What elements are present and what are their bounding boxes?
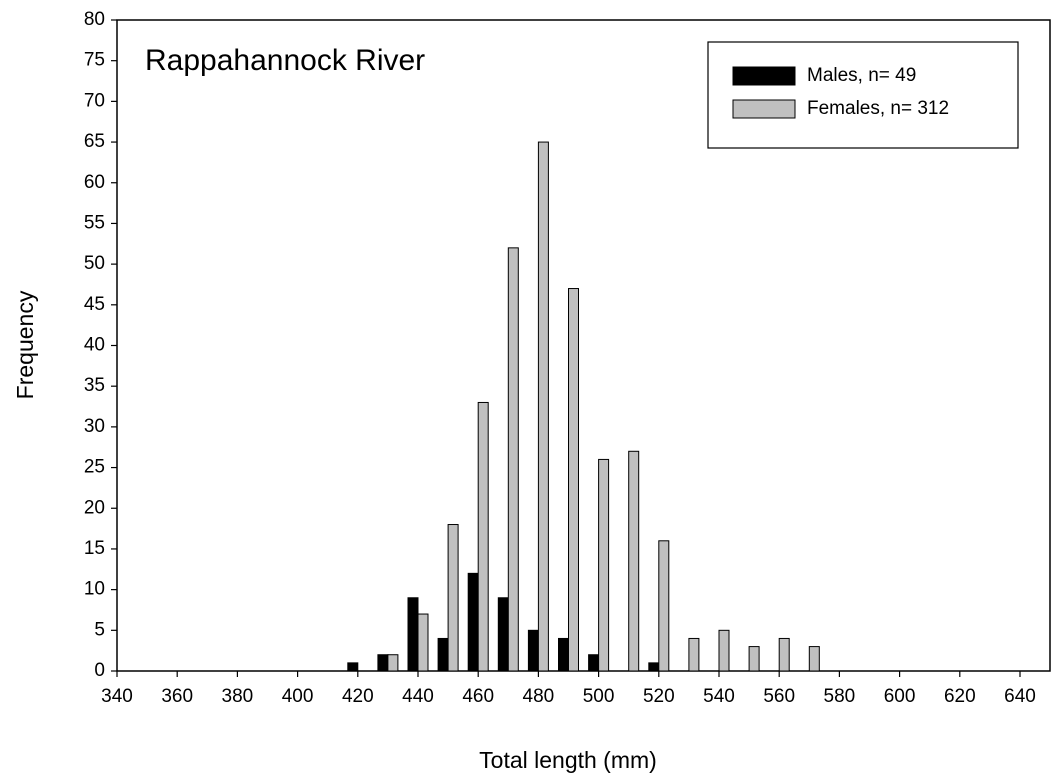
y-tick-label: 0 — [94, 660, 105, 681]
x-tick-label: 440 — [402, 686, 434, 707]
bar — [808, 646, 820, 672]
bar — [718, 629, 730, 672]
y-tick-label: 45 — [84, 294, 105, 315]
x-tick-label: 580 — [824, 686, 856, 707]
bar — [417, 613, 429, 672]
bar — [598, 458, 610, 672]
bar — [628, 450, 640, 672]
y-tick-label: 70 — [84, 90, 105, 111]
y-tick-label: 35 — [84, 375, 105, 396]
legend-label: Females, n= 312 — [807, 98, 949, 119]
bar — [658, 540, 670, 672]
bar — [527, 629, 539, 672]
legend-swatch — [732, 66, 796, 86]
x-tick-label: 480 — [523, 686, 555, 707]
x-tick-label: 500 — [583, 686, 615, 707]
x-tick-label: 620 — [944, 686, 976, 707]
bar — [778, 637, 790, 672]
bar — [688, 637, 700, 672]
bar — [387, 654, 399, 672]
y-tick-label: 80 — [84, 9, 105, 30]
chart-annotation: Rappahannock River — [145, 44, 425, 77]
bar — [507, 247, 519, 672]
x-tick-label: 360 — [161, 686, 193, 707]
x-tick-label: 380 — [222, 686, 254, 707]
y-tick-label: 30 — [84, 416, 105, 437]
y-tick-label: 75 — [84, 50, 105, 71]
bar — [568, 288, 579, 672]
x-tick-label: 560 — [763, 686, 795, 707]
bar — [437, 637, 449, 672]
bar — [588, 654, 600, 672]
legend-swatch — [732, 99, 796, 119]
x-tick-label: 540 — [703, 686, 735, 707]
bar — [537, 141, 549, 672]
y-tick-label: 25 — [84, 457, 105, 478]
y-tick-label: 15 — [84, 538, 105, 559]
x-tick-label: 460 — [462, 686, 494, 707]
x-tick-label: 420 — [342, 686, 374, 707]
bar — [467, 572, 479, 672]
y-tick-label: 65 — [84, 131, 105, 152]
y-axis-title: Frequency — [12, 290, 38, 399]
x-tick-label: 600 — [884, 686, 916, 707]
bar — [648, 662, 660, 672]
bar — [477, 401, 489, 672]
bar — [748, 646, 760, 672]
legend-label: Males, n= 49 — [807, 65, 916, 86]
bar — [558, 637, 569, 672]
bar — [347, 662, 359, 672]
x-tick-label: 340 — [101, 686, 133, 707]
y-tick-label: 10 — [84, 579, 105, 600]
y-tick-label: 50 — [84, 253, 105, 274]
bar — [377, 654, 389, 672]
legend: Males, n= 49 Females, n= 312 — [707, 41, 1019, 149]
bar — [407, 597, 419, 672]
y-tick-label: 55 — [84, 212, 105, 233]
x-tick-label: 520 — [643, 686, 675, 707]
y-tick-label: 5 — [94, 619, 105, 640]
y-tick-label: 40 — [84, 335, 105, 356]
x-tick-label: 640 — [1004, 686, 1036, 707]
bar — [447, 524, 459, 672]
x-tick-label: 400 — [282, 686, 314, 707]
y-tick-label: 60 — [84, 172, 105, 193]
bar — [497, 597, 509, 672]
y-tick-label: 20 — [84, 497, 105, 518]
x-axis-title: Total length (mm) — [479, 747, 657, 773]
legend-box — [707, 41, 1019, 149]
